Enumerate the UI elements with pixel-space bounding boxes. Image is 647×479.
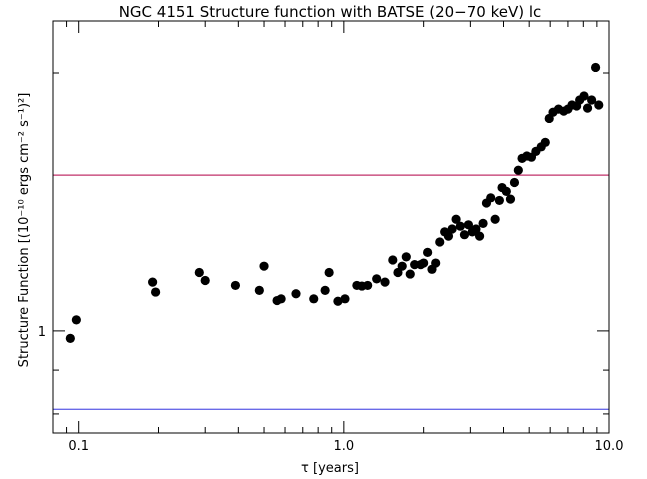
- data-point: [259, 261, 269, 271]
- data-point: [309, 294, 319, 304]
- data-point: [291, 289, 301, 299]
- data-point: [148, 277, 158, 287]
- data-point: [380, 277, 390, 287]
- data-point: [490, 214, 500, 224]
- data-point: [513, 165, 523, 175]
- data-point: [363, 280, 373, 291]
- x-axis-label: τ [years]: [301, 461, 359, 476]
- data-point: [494, 195, 504, 206]
- data-point: [447, 224, 457, 234]
- data-point: [419, 258, 429, 268]
- data-point: [388, 255, 398, 265]
- data-point: [471, 224, 481, 234]
- x-tick-label: 10.0: [595, 439, 624, 454]
- data-point: [276, 294, 286, 304]
- data-points: [65, 62, 604, 344]
- data-point: [587, 95, 597, 105]
- data-point: [443, 231, 454, 241]
- data-point: [150, 287, 161, 297]
- reference-lines: [53, 174, 609, 410]
- data-point: [200, 275, 210, 286]
- data-point: [397, 261, 407, 271]
- axis-ticks: 0.1 1.0 10.0 1: [38, 21, 624, 454]
- chart-title: NGC 4151 Structure function with BATSE (…: [119, 3, 542, 21]
- data-point: [540, 137, 550, 147]
- data-point: [194, 267, 204, 278]
- data-point: [486, 193, 496, 203]
- data-point: [340, 294, 350, 304]
- data-point: [254, 285, 264, 295]
- data-point: [372, 274, 382, 284]
- data-point: [423, 247, 433, 257]
- data-point: [71, 315, 81, 325]
- data-point: [459, 230, 470, 240]
- data-point: [590, 62, 601, 73]
- x-tick-label: 0.1: [68, 439, 89, 454]
- data-point: [435, 237, 445, 247]
- data-point: [405, 269, 415, 279]
- data-point: [230, 280, 241, 291]
- data-point: [431, 258, 441, 268]
- x-tick-label: 1.0: [334, 439, 355, 454]
- data-point: [65, 333, 75, 344]
- data-point: [474, 231, 485, 241]
- data-point: [505, 194, 516, 204]
- data-point: [594, 100, 604, 110]
- plot-frame: [52, 20, 610, 434]
- data-point: [478, 218, 488, 228]
- data-point: [455, 221, 465, 231]
- y-axis-label: Structure Function [(10⁻¹⁰ ergs cm⁻² s⁻¹…: [17, 93, 32, 368]
- data-point: [451, 214, 461, 224]
- data-point: [333, 296, 343, 306]
- data-point: [320, 285, 330, 295]
- data-point: [582, 103, 593, 113]
- data-point: [509, 177, 520, 188]
- data-point: [324, 267, 334, 278]
- data-point: [579, 91, 589, 101]
- y-tick-label: 1: [38, 325, 46, 340]
- data-point: [501, 186, 511, 196]
- data-point: [463, 220, 474, 230]
- data-point: [401, 252, 411, 262]
